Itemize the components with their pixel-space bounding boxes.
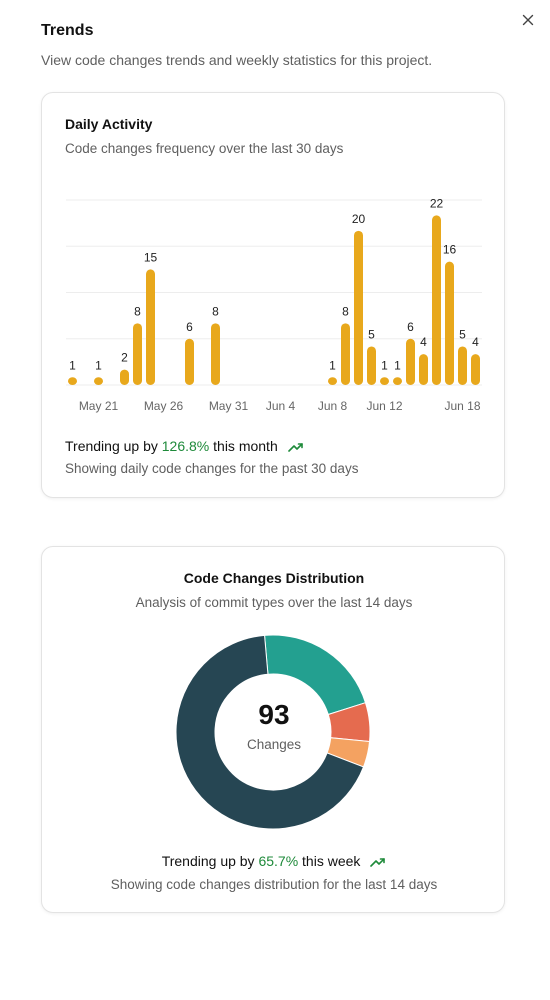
- bar: [68, 377, 77, 385]
- distribution-trend-prefix: Trending up by: [161, 853, 255, 869]
- bar: [445, 261, 454, 385]
- donut-segment: [175, 634, 365, 830]
- bar-data-label: 15: [144, 250, 158, 264]
- x-tick-label: Jun 8: [318, 399, 348, 413]
- bar: [367, 346, 376, 385]
- bar-data-label: 5: [459, 327, 466, 341]
- bar: [133, 323, 142, 385]
- bar-data-label: 4: [472, 335, 479, 349]
- x-tick-label: Jun 18: [444, 399, 480, 413]
- distribution-donut-chart: [175, 634, 371, 830]
- bar: [341, 323, 350, 385]
- bar: [471, 354, 480, 385]
- bar-data-label: 8: [212, 304, 219, 318]
- trending-up-icon: [370, 858, 386, 868]
- bar-data-label: 6: [407, 320, 414, 334]
- trending-up-icon: [287, 443, 303, 453]
- x-tick-label: May 31: [209, 399, 249, 413]
- daily-trend-value: 126.8%: [161, 438, 210, 454]
- bar-data-label: 8: [134, 304, 141, 318]
- bar: [406, 338, 415, 385]
- donut-total-label: Changes: [246, 737, 302, 752]
- distribution-subtitle: Analysis of commit types over the last 1…: [135, 595, 413, 610]
- bar-data-label: 1: [95, 358, 102, 372]
- daily-trend-prefix: Trending up by: [65, 438, 158, 454]
- bar: [393, 377, 402, 385]
- bar: [120, 369, 129, 385]
- bar-data-label: 16: [443, 243, 457, 257]
- bar: [146, 269, 155, 385]
- close-button[interactable]: [518, 10, 538, 30]
- x-tick-label: May 26: [144, 399, 184, 413]
- bar: [458, 346, 467, 385]
- daily-activity-subtitle: Code changes frequency over the last 30 …: [65, 141, 344, 156]
- x-tick-label: Jun 4: [266, 399, 296, 413]
- bar-data-label: 5: [368, 327, 375, 341]
- bar: [354, 230, 363, 385]
- bar-data-label: 1: [394, 358, 401, 372]
- x-tick-label: May 21: [79, 399, 119, 413]
- bar: [211, 323, 220, 385]
- bar-data-label: 2: [121, 351, 128, 365]
- bar-data-label: 1: [381, 358, 388, 372]
- distribution-trend-suffix: this week: [302, 853, 361, 869]
- x-tick-label: Jun 12: [366, 399, 402, 413]
- bar: [328, 377, 337, 385]
- bar-data-label: 4: [420, 335, 427, 349]
- distribution-card: Code Changes Distribution Analysis of co…: [41, 546, 505, 913]
- bar-data-label: 22: [430, 196, 444, 210]
- daily-activity-card: Daily Activity Code changes frequency ov…: [41, 92, 505, 498]
- bar-data-label: 1: [329, 358, 336, 372]
- donut-total: 93: [258, 699, 290, 730]
- daily-footer: Showing daily code changes for the past …: [65, 461, 359, 476]
- bar: [185, 338, 194, 385]
- bar: [94, 377, 103, 385]
- bar-data-label: 20: [352, 212, 366, 226]
- distribution-trend-line: Trending up by 65.7% this week: [42, 853, 506, 869]
- bar-data-label: 6: [186, 320, 193, 334]
- close-icon: [522, 14, 534, 26]
- panel-title: Trends: [41, 22, 94, 39]
- bar: [419, 354, 428, 385]
- bar-data-label: 8: [342, 304, 349, 318]
- panel-description: View code changes trends and weekly stat…: [41, 52, 433, 68]
- distribution-trend-value: 65.7%: [258, 853, 299, 869]
- daily-trend-line: Trending up by 126.8% this month: [65, 438, 304, 454]
- distribution-title: Code Changes Distribution: [183, 570, 365, 586]
- daily-trend-suffix: this month: [213, 438, 278, 454]
- bar: [380, 377, 389, 385]
- bar-data-label: 1: [69, 358, 76, 372]
- distribution-footer: Showing code changes distribution for th…: [110, 877, 438, 892]
- bar: [432, 215, 441, 385]
- daily-activity-title: Daily Activity: [65, 116, 153, 132]
